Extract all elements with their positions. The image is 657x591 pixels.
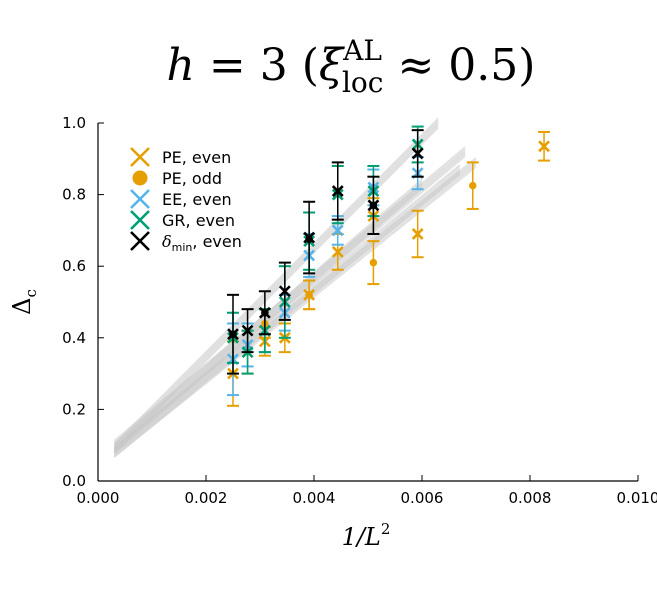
- data-point: [538, 130, 551, 162]
- marker-x: [331, 224, 344, 237]
- legend-item: PE, even: [130, 147, 231, 167]
- x-tick-label: 0.000: [77, 489, 120, 507]
- y-tick-label: 0.6: [62, 257, 86, 275]
- data-point: [241, 308, 254, 354]
- x-tick-label: 0.008: [509, 489, 552, 507]
- x-ticks: 0.000 0.002 0.004 0.006 0.008 0.010: [77, 475, 657, 507]
- fit-band-line: [113, 163, 477, 455]
- marker-x: [538, 140, 550, 153]
- data-point: [305, 235, 313, 244]
- legend-label: δmin, even: [162, 232, 242, 254]
- marker-x: [331, 185, 344, 197]
- data-point: [261, 308, 269, 317]
- axes: 0.000 0.002 0.004 0.006 0.008 0.010 0.0 0.2 0.4…: [62, 114, 657, 507]
- fit-band-line: [113, 165, 477, 457]
- marker-x: [411, 147, 424, 160]
- legend-label: GR, even: [162, 211, 235, 230]
- data-point: [303, 279, 316, 311]
- y-axis-label: Δc: [8, 289, 40, 315]
- chart-title: h = 3 (ξAL loc ≈ 0.5): [167, 34, 536, 99]
- title-xi-superscript: AL: [342, 34, 382, 67]
- fit-band-line: [113, 122, 439, 450]
- fit-band-line: [113, 157, 477, 449]
- x-tick-label: 0.004: [293, 489, 336, 507]
- x-tick-label: 0.002: [185, 489, 228, 507]
- marker-dot: [132, 170, 148, 186]
- data-point: [367, 240, 380, 286]
- data-point: [229, 330, 237, 338]
- title-equation: = 3 (: [195, 40, 319, 91]
- data-point: [466, 161, 479, 210]
- legend-item: δmin, even: [130, 231, 242, 254]
- marker-x: [278, 285, 291, 298]
- marker-x: [130, 210, 150, 230]
- data-point: [331, 161, 344, 221]
- legend-label: PE, even: [162, 148, 231, 167]
- x-tick-label: 0.006: [401, 489, 444, 507]
- fit-band-line: [113, 124, 439, 451]
- marker-x: [130, 231, 150, 251]
- legend-item: EE, even: [130, 189, 232, 209]
- data-point: [369, 201, 378, 210]
- x-axis-label-main: 1/L: [342, 523, 381, 551]
- marker-x: [130, 147, 150, 167]
- title-xi-subscript: loc: [342, 66, 384, 99]
- y-tick-label: 0.2: [62, 400, 86, 418]
- marker-dot: [305, 235, 313, 244]
- marker-x: [411, 228, 424, 240]
- legend-item: PE, odd: [132, 169, 222, 188]
- title-xi: ξ: [319, 40, 346, 91]
- title-variable: h: [167, 40, 195, 91]
- y-ticks: 0.0 0.2 0.4 0.6 0.8 1.0: [62, 114, 104, 490]
- legend-label: EE, even: [162, 190, 232, 209]
- title-approx: ≈ 0.5): [383, 40, 535, 91]
- marker-dot: [469, 181, 477, 190]
- y-tick-label: 0.4: [62, 329, 86, 347]
- marker-dot: [229, 330, 237, 338]
- y-axis-label-sub: c: [22, 289, 40, 297]
- series-4: [227, 129, 424, 375]
- y-tick-label: 0.0: [62, 472, 86, 490]
- marker-x: [331, 245, 344, 258]
- fit-band-line: [113, 164, 461, 449]
- y-tick-label: 0.8: [62, 186, 86, 204]
- marker-dot: [261, 308, 269, 317]
- legend-item: GR, even: [130, 210, 235, 230]
- data-points: [227, 125, 551, 407]
- series-5: [229, 201, 378, 338]
- marker-x: [241, 324, 254, 337]
- legend: PE, even PE, odd EE, even GR, even δmin, eve…: [130, 147, 242, 254]
- fit-band-line: [113, 166, 477, 458]
- fit-band-line: [113, 120, 439, 448]
- legend-label: PE, odd: [162, 169, 222, 188]
- data-point: [278, 261, 291, 321]
- fit-band-line: [113, 160, 477, 452]
- fit-band-line: [113, 117, 439, 445]
- x-axis-label: 1/L2: [342, 520, 391, 551]
- fit-band-line: [113, 158, 477, 450]
- marker-dot: [369, 258, 378, 267]
- data-point: [411, 209, 424, 259]
- fit-band-line: [113, 119, 439, 447]
- marker-dot: [369, 201, 378, 210]
- marker-dot: [305, 291, 313, 299]
- data-point: [411, 129, 424, 178]
- x-tick-label: 0.010: [617, 489, 657, 507]
- y-tick-label: 1.0: [62, 114, 86, 132]
- x-axis-label-sup: 2: [381, 520, 391, 538]
- marker-x: [130, 189, 150, 209]
- y-axis-label-main: Δ: [8, 298, 36, 315]
